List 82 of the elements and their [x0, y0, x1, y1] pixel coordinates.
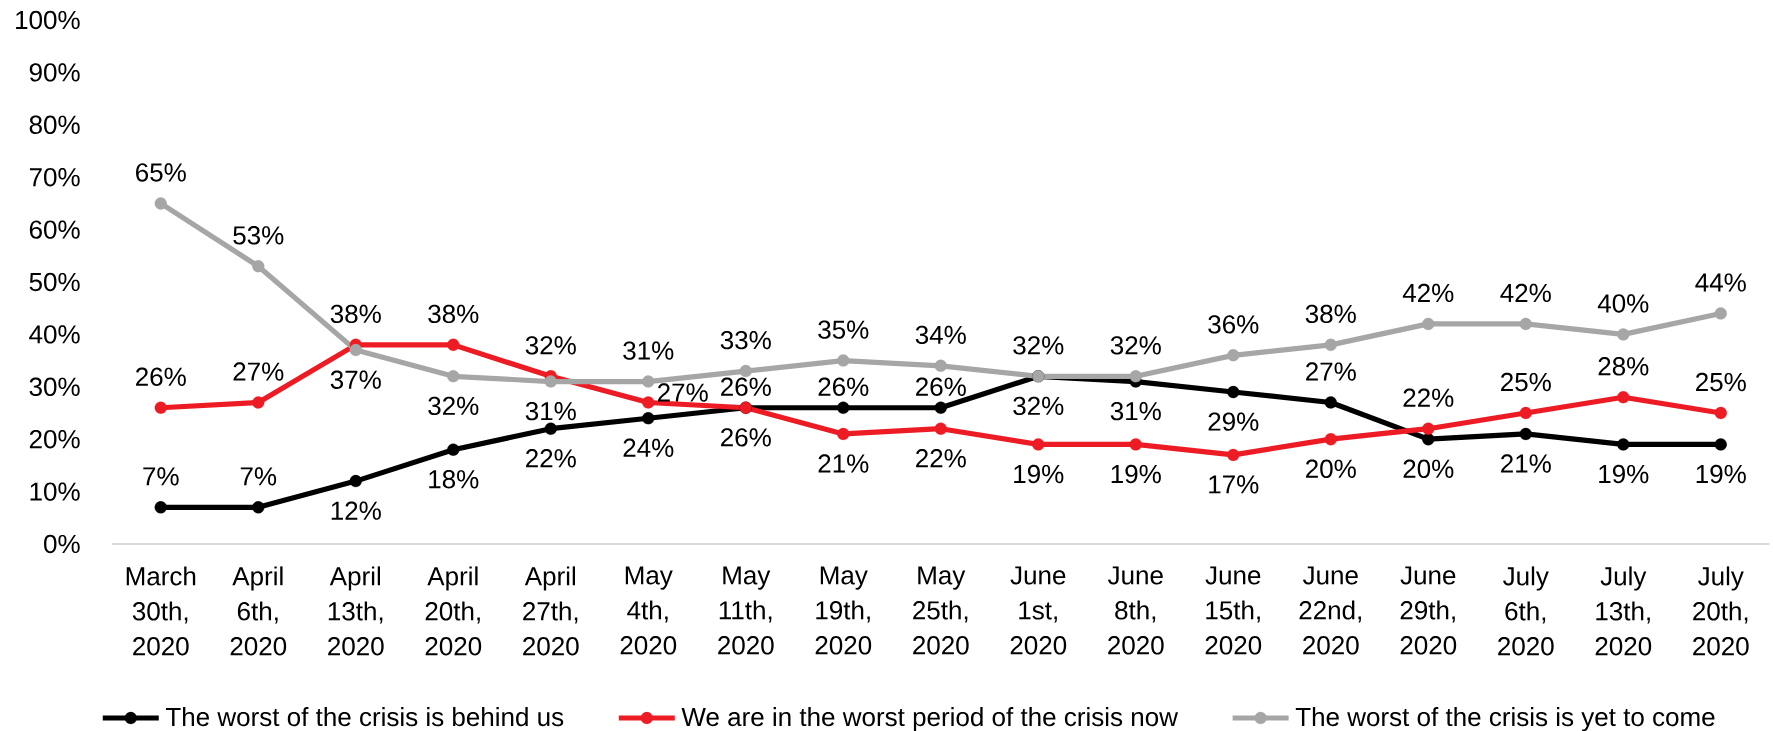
x-tick-label: March 30th, 2020 — [126, 566, 196, 656]
x-tick-label: June 29th, 2020 — [1400, 566, 1457, 655]
data-label: 36% — [1208, 315, 1259, 334]
data-label: 44% — [1695, 273, 1746, 292]
data-label: 12% — [331, 501, 381, 520]
data-label: 33% — [720, 330, 771, 350]
data-label: 53% — [233, 226, 284, 245]
data-label: 19% — [1014, 464, 1064, 484]
data-label: 32% — [1110, 336, 1161, 355]
x-tick-label: May 4th, 2020 — [620, 566, 677, 655]
data-label: 7% — [143, 467, 179, 486]
data-label: 32% — [1013, 396, 1064, 416]
data-label: 22% — [916, 449, 966, 468]
legend-label: The worst of the crisis is behind us — [165, 707, 564, 727]
data-label: 38% — [1305, 304, 1356, 324]
data-label: 20% — [1306, 459, 1356, 478]
y-tick-label: 10% — [30, 482, 80, 501]
x-tick-label: July 20th, 2020 — [1693, 566, 1749, 656]
data-label: 24% — [623, 438, 674, 457]
y-tick-label: 50% — [29, 272, 80, 292]
data-label: 22% — [1403, 388, 1454, 407]
data-label: 31% — [525, 401, 576, 421]
y-tick-label: 90% — [29, 63, 80, 82]
data-label: 31% — [623, 341, 674, 360]
data-label: 19% — [1696, 464, 1746, 484]
x-tick-label: April 20th, 2020 — [425, 566, 482, 656]
x-tick-label: July 13th, 2020 — [1595, 566, 1652, 656]
y-tick-label: 100% — [16, 10, 80, 30]
data-label: 25% — [1501, 372, 1551, 392]
data-label: 26% — [721, 377, 771, 396]
x-tick-label: June 1st, 2020 — [1010, 566, 1067, 655]
x-tick-label: April 27th, 2020 — [523, 566, 579, 656]
data-label: 28% — [1598, 357, 1649, 376]
y-tick-label: 70% — [29, 167, 80, 187]
data-label: 21% — [1501, 454, 1551, 473]
data-label: 40% — [1597, 294, 1649, 313]
y-tick-label: 60% — [29, 220, 80, 239]
data-label: 65% — [136, 163, 186, 182]
data-label: 20% — [1403, 459, 1454, 478]
data-label: 38% — [428, 304, 479, 324]
x-tick-label: April 13th, 2020 — [328, 566, 384, 656]
y-tick-label: 80% — [29, 115, 80, 134]
data-label: 26% — [721, 428, 771, 447]
x-tick-label: May 25th, 2020 — [913, 566, 969, 655]
data-label: 22% — [526, 449, 576, 468]
y-tick-label: 40% — [29, 325, 80, 344]
x-tick-label: May 19th, 2020 — [815, 566, 872, 655]
data-label: 42% — [1402, 283, 1454, 303]
data-label: 19% — [1599, 464, 1649, 484]
data-label: 17% — [1209, 475, 1259, 494]
data-label: 26% — [916, 377, 966, 396]
y-tick-label: 0% — [44, 534, 80, 554]
legend-label: The worst of the crisis is yet to come — [1295, 707, 1715, 731]
data-label: 42% — [1500, 283, 1551, 303]
data-label: 7% — [240, 467, 277, 486]
data-label: 18% — [429, 470, 479, 489]
data-label: 19% — [1111, 464, 1161, 484]
y-tick-label: 30% — [29, 377, 80, 396]
x-tick-label: June 15th, 2020 — [1205, 566, 1262, 655]
x-tick-label: June 22nd, 2020 — [1299, 566, 1361, 655]
data-label: 32% — [1013, 336, 1064, 355]
data-label: 35% — [818, 320, 869, 339]
x-tick-label: July 6th, 2020 — [1498, 566, 1554, 656]
legend-label: We are in the worst period of the crisis now — [681, 707, 1179, 731]
data-label: 26% — [136, 367, 186, 386]
data-label: 38% — [330, 304, 381, 324]
data-label: 32% — [428, 396, 479, 416]
data-label: 26% — [818, 377, 869, 396]
data-label: 29% — [1208, 412, 1259, 431]
data-label: 37% — [330, 370, 381, 389]
data-label: 21% — [818, 454, 869, 473]
data-label: 34% — [915, 325, 966, 345]
x-tick-label: June 8th, 2020 — [1107, 566, 1164, 655]
data-label: 31% — [1110, 401, 1161, 421]
x-tick-label: April 6th, 2020 — [230, 566, 287, 656]
data-label: 25% — [1696, 372, 1746, 392]
data-label: 32% — [525, 336, 576, 355]
data-label: 27% — [233, 362, 284, 381]
x-tick-label: May 11th, 2020 — [718, 566, 774, 655]
y-tick-label: 20% — [29, 429, 80, 449]
data-label: 27% — [657, 383, 708, 402]
data-label: 27% — [1306, 362, 1356, 381]
